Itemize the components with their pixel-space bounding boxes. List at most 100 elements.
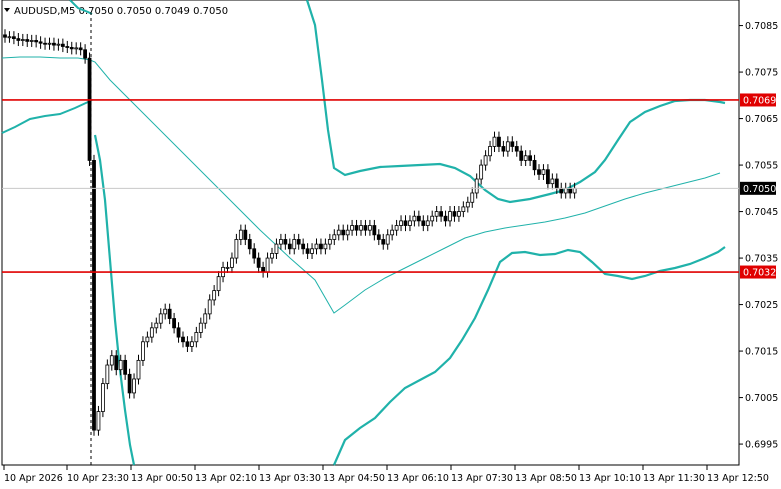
- y-tick-label: 0.7045: [745, 207, 778, 218]
- candle-body: [412, 215, 417, 222]
- candle-body: [60, 43, 65, 47]
- x-tick-label: 10 Apr 23:30: [67, 473, 129, 484]
- candle-body: [332, 234, 337, 240]
- x-tick-label: 13 Apr 11:30: [643, 473, 705, 484]
- upper-band-right: [305, 0, 726, 204]
- candle-body: [212, 290, 217, 301]
- candle-body: [336, 229, 341, 236]
- candle-body: [381, 239, 386, 245]
- candle-body: [158, 313, 163, 324]
- candle-body: [238, 229, 243, 240]
- candles-layer: [3, 12, 577, 465]
- indicator-layer: [1, 0, 726, 466]
- candle-body: [198, 322, 203, 333]
- candle-body: [403, 220, 408, 226]
- candle-body: [189, 341, 194, 347]
- chart-title: AUDUSD,M5 0.7050 0.7050 0.7049 0.7050: [14, 6, 228, 17]
- plot-frame: [1, 0, 740, 466]
- y-tick-label: 0.7075: [745, 68, 778, 79]
- candle-body: [399, 220, 403, 226]
- candle-body: [136, 359, 141, 380]
- candle-body: [34, 40, 39, 43]
- candle-body: [421, 220, 426, 226]
- candle-body: [554, 178, 559, 189]
- candle-body: [474, 178, 479, 194]
- level-price-label: 0.7032: [743, 268, 776, 279]
- current-price-label: 0.7050: [743, 184, 776, 195]
- y-tick-label: 0.7005: [745, 393, 778, 404]
- y-tick-label: 0.7065: [745, 114, 778, 125]
- candle-body: [501, 146, 506, 152]
- collapse-triangle-icon[interactable]: [4, 8, 10, 12]
- candle-body: [274, 243, 279, 254]
- candle-body: [154, 322, 159, 329]
- x-tick-label: 13 Apr 03:30: [259, 473, 321, 484]
- candle-body: [149, 327, 154, 338]
- candle-body: [572, 187, 577, 194]
- candle-body: [278, 239, 283, 245]
- candle-body: [456, 211, 461, 217]
- lower-band-drop: [93, 134, 136, 466]
- lower-band-right: [332, 246, 726, 466]
- candle-body: [132, 378, 136, 394]
- candle-body: [350, 225, 355, 231]
- candle-body: [314, 243, 319, 250]
- candle-body: [452, 211, 457, 217]
- candle-body: [287, 243, 292, 250]
- candle-body: [69, 47, 74, 50]
- candle-body: [145, 336, 150, 343]
- candle-body: [194, 332, 199, 343]
- candle-body: [296, 239, 301, 245]
- y-tick-label: 0.7055: [745, 161, 778, 172]
- candle-body: [385, 234, 390, 245]
- candle-body: [479, 164, 484, 180]
- level-price-tag: [740, 265, 776, 279]
- candle-body: [83, 49, 87, 59]
- candle-body: [283, 239, 288, 245]
- x-tick-label: 13 Apr 07:30: [451, 473, 513, 484]
- candle-body: [114, 355, 119, 371]
- candle-body: [434, 211, 439, 217]
- candle-body: [327, 239, 332, 245]
- candle-body: [243, 229, 248, 240]
- candle-body: [47, 42, 52, 45]
- x-tick-label: 13 Apr 02:10: [195, 473, 257, 484]
- x-tick-label: 13 Apr 10:10: [579, 473, 641, 484]
- candle-body: [363, 225, 368, 231]
- candle-body: [172, 318, 177, 329]
- candle-body: [11, 36, 16, 39]
- candle-body: [305, 248, 310, 254]
- candle-body: [7, 36, 12, 39]
- candle-body: [448, 211, 452, 222]
- y-tick-label: 0.7085: [745, 21, 778, 32]
- candle-body: [292, 239, 297, 250]
- candle-body: [216, 276, 221, 292]
- candle-body: [341, 229, 346, 236]
- candle-body: [256, 257, 261, 268]
- candle-body: [101, 383, 105, 412]
- candle-body: [185, 341, 190, 347]
- level-price-tag: [740, 93, 776, 107]
- candle-body: [247, 239, 252, 250]
- price-axis: 0.7085 0.7075 0.7065 0.7055 0.7045 0.7035 0.70…: [739, 21, 778, 451]
- candle-body: [310, 248, 314, 254]
- candle-body: [470, 192, 475, 203]
- candle-body: [425, 220, 430, 226]
- x-tick-label: 13 Apr 00:50: [131, 473, 193, 484]
- current-price-tag: [740, 181, 776, 195]
- x-tick-label: 13 Apr 12:50: [707, 473, 769, 484]
- candle-body: [118, 359, 123, 371]
- candle-body: [559, 187, 564, 194]
- candle-body: [163, 308, 168, 315]
- candle-body: [52, 42, 56, 46]
- candle-body: [265, 257, 270, 273]
- candle-body: [141, 341, 145, 361]
- candle-body: [203, 313, 208, 324]
- candle-body: [461, 206, 466, 212]
- candle-body: [96, 411, 101, 431]
- x-tick-label: 13 Apr 06:10: [387, 473, 449, 484]
- candle-body: [408, 220, 412, 226]
- candle-body: [568, 187, 573, 194]
- candle-body: [416, 215, 421, 222]
